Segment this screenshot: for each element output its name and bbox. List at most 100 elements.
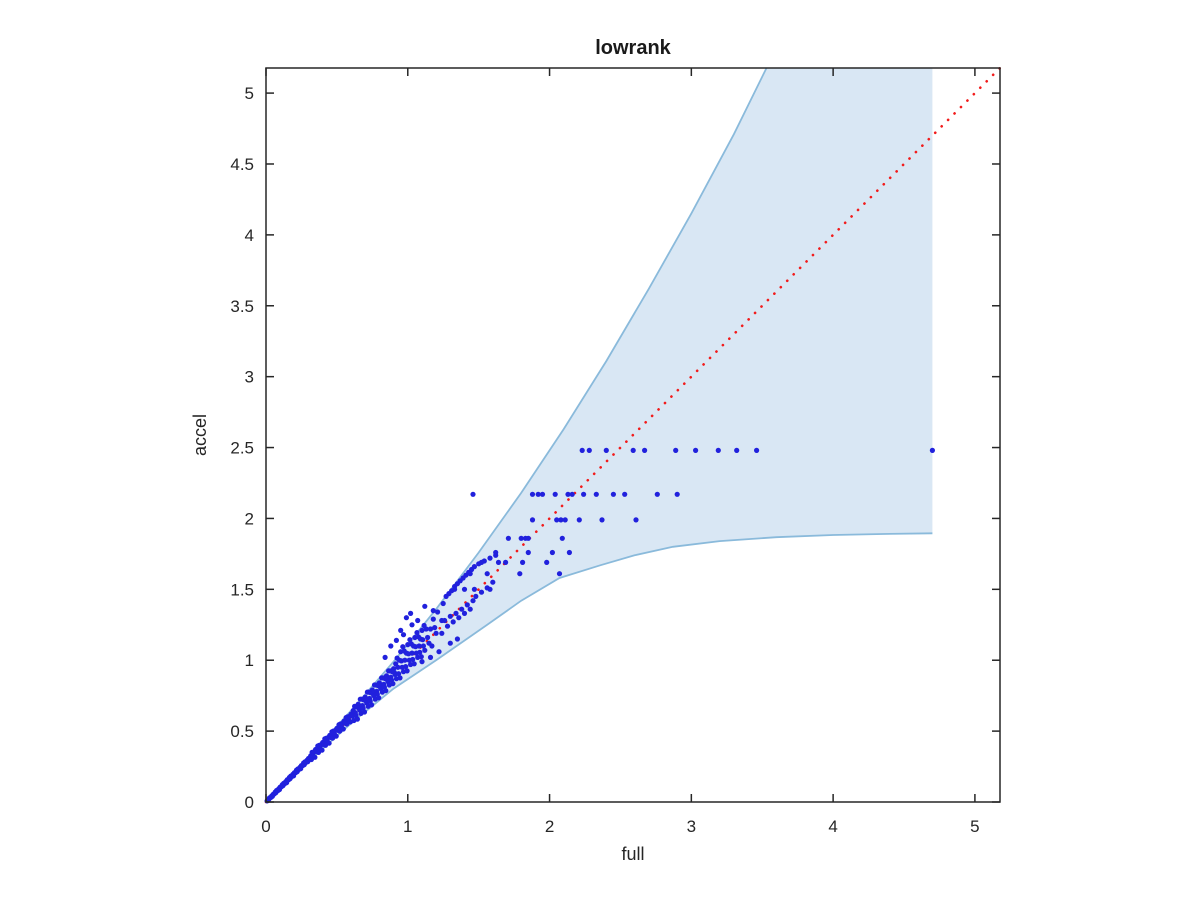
- scatter-point: [398, 627, 404, 634]
- scatter-point: [417, 649, 423, 656]
- scatter-point: [382, 654, 388, 661]
- scatter-point: [388, 643, 394, 649]
- scatter-point: [415, 617, 421, 624]
- axes-box: [265, 67, 1001, 803]
- y-tick-label: 4.5: [230, 155, 254, 174]
- scatter-point: [393, 637, 399, 644]
- scatter-point: [554, 517, 560, 523]
- scatter-point: [754, 447, 760, 453]
- scatter-point: [319, 747, 325, 753]
- scatter-point: [562, 517, 568, 523]
- scatter-point: [450, 619, 456, 625]
- scatter-point: [396, 671, 402, 677]
- scatter-point: [452, 586, 458, 592]
- scatter-point: [518, 535, 524, 541]
- scatter-point: [425, 634, 431, 641]
- scatter-point: [395, 664, 401, 670]
- scatter-point: [525, 535, 531, 541]
- scatter-point: [400, 644, 406, 650]
- y-tick-label: 2: [245, 509, 254, 528]
- scatter-point: [674, 491, 680, 497]
- scatter-point: [467, 571, 473, 577]
- scatter-point: [354, 716, 360, 722]
- scatter-point: [453, 610, 459, 617]
- scatter-point: [556, 571, 563, 577]
- x-tick-label: 0: [261, 817, 270, 836]
- y-tick-label: 3.5: [230, 297, 254, 316]
- scatter-point: [414, 630, 420, 636]
- scatter-point: [459, 606, 465, 612]
- scatter-point: [484, 571, 490, 577]
- scatter-point: [505, 535, 511, 541]
- scatter-point: [376, 695, 382, 701]
- y-tick-label: 4: [245, 226, 254, 245]
- scatter-point: [693, 447, 699, 453]
- scatter-point: [622, 491, 628, 497]
- scatter-point: [312, 754, 318, 760]
- scatter-point: [654, 491, 660, 497]
- y-tick-label: 1.5: [230, 580, 254, 599]
- x-tick-label: 2: [545, 817, 554, 836]
- scatter-point: [444, 623, 451, 629]
- scatter-point: [435, 609, 441, 615]
- scatter-point: [432, 625, 438, 631]
- scatter-point: [427, 654, 434, 661]
- scatter-point: [436, 649, 442, 655]
- x-tick-label: 4: [828, 817, 837, 836]
- scatter-point: [383, 688, 389, 694]
- scatter-point: [517, 571, 523, 577]
- scatter-point: [525, 549, 531, 556]
- scatter-point: [420, 643, 426, 649]
- x-tick-label: 5: [970, 817, 979, 836]
- scatter-point: [404, 668, 410, 674]
- scatter-point: [427, 626, 434, 632]
- x-tick-label: 1: [403, 817, 412, 836]
- scatter-point: [471, 564, 477, 570]
- scatter-point: [734, 447, 740, 453]
- scatter-point: [390, 681, 396, 687]
- scatter-point: [397, 675, 403, 681]
- scatter-point: [544, 559, 550, 566]
- scatter-point: [576, 517, 582, 523]
- scatter-point: [456, 615, 462, 621]
- scatter-point: [340, 726, 346, 732]
- y-tick-label: 0: [245, 793, 254, 812]
- scatter-point: [503, 559, 509, 566]
- chart-layers: 0 1 2 3 4 5 0 0.5 1 1.5 2 2.5 3 3.5 4 4.5 5: [230, 66, 1002, 836]
- scatter-point: [442, 617, 448, 624]
- scatter-point: [440, 600, 446, 607]
- scatter-point: [529, 517, 536, 523]
- scatter-point: [630, 447, 636, 453]
- scatter-point: [407, 637, 413, 643]
- scatter-point: [419, 627, 425, 634]
- scatter-point: [558, 517, 564, 523]
- y-tick-label: 5: [245, 84, 254, 103]
- x-axis-label: full: [621, 844, 644, 864]
- scatter-point: [403, 615, 409, 621]
- y-axis-label: accel: [190, 414, 210, 456]
- scatter-point: [552, 491, 558, 497]
- scatter-point: [493, 549, 499, 556]
- y-tick-label: 2.5: [230, 439, 254, 458]
- scatter-point: [464, 602, 470, 608]
- scatter-point: [581, 491, 587, 497]
- scatter-point: [471, 586, 477, 592]
- scatter-point: [447, 613, 453, 619]
- scatter-point: [369, 702, 375, 708]
- scatter-point: [565, 491, 571, 497]
- scatter-point: [461, 586, 468, 592]
- scatter-point: [402, 657, 408, 663]
- scatter-point: [569, 491, 575, 497]
- scatter-point: [929, 447, 936, 453]
- scatter-point: [467, 606, 473, 612]
- chart-title: lowrank: [595, 37, 671, 59]
- scatter-point: [408, 610, 414, 617]
- scatter-point: [409, 650, 415, 656]
- scatter-point: [470, 598, 476, 604]
- scatter-point: [400, 632, 407, 638]
- scatter-point: [333, 733, 339, 739]
- scatter-point: [559, 535, 565, 541]
- scatter-point: [326, 740, 332, 746]
- scatter-point: [461, 610, 468, 617]
- scatter-point: [422, 647, 428, 653]
